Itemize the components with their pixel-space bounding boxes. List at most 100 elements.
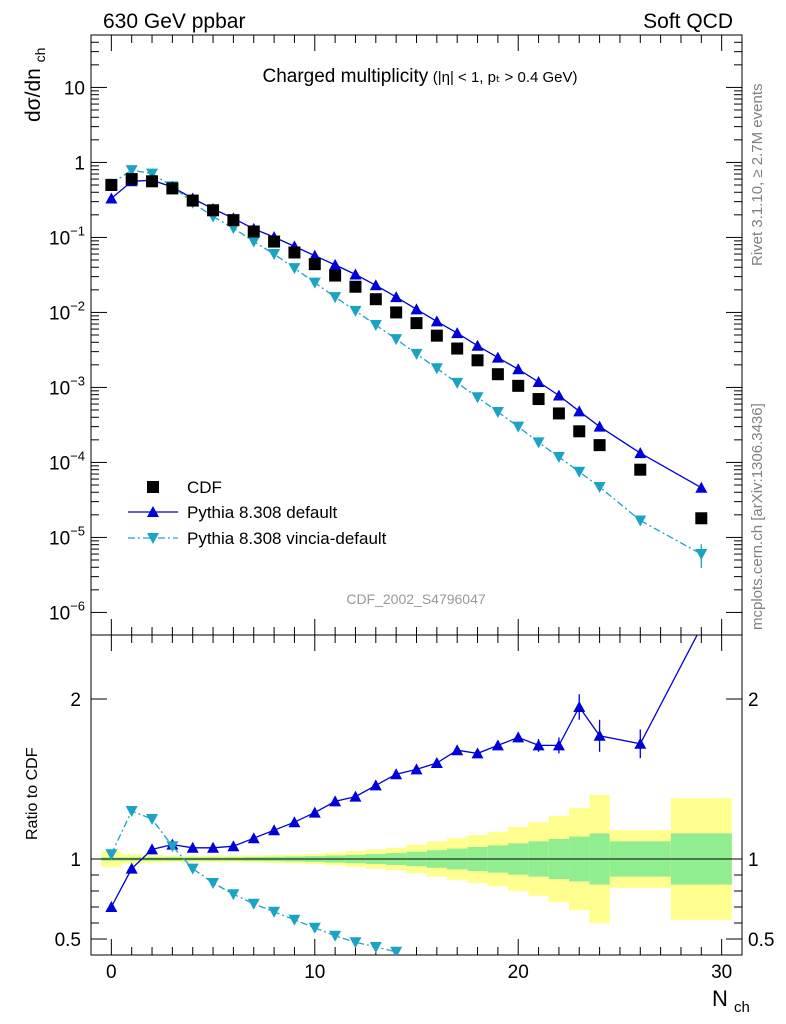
data-point-pythia-vincia xyxy=(146,168,159,180)
data-point-pythia-default xyxy=(430,315,443,327)
data-point-pythia-vincia xyxy=(552,452,565,464)
data-point-pythia-vincia xyxy=(593,482,606,494)
data-point-pythia-vincia xyxy=(573,466,586,478)
x-axis-label-subscript: ch xyxy=(734,999,750,1016)
x-tick-label: 0 xyxy=(106,962,117,983)
y-tick-label-ratio-right: 2 xyxy=(748,690,759,711)
data-point-cdf xyxy=(491,368,504,381)
data-point-pythia-default xyxy=(552,389,565,401)
ratio-panel: 0.5 0.51 12 20 10 20 30 Ratio to CDF xyxy=(24,634,774,983)
data-point-pythia-vincia xyxy=(166,841,179,853)
data-point-pythia-default xyxy=(329,795,342,807)
data-point-pythia-vincia xyxy=(288,914,301,926)
data-point-cdf xyxy=(451,342,464,355)
data-point-pythia-default xyxy=(410,303,423,315)
data-point-pythia-vincia xyxy=(146,814,159,825)
data-point-pythia-vincia xyxy=(247,236,260,248)
data-point-pythia-default xyxy=(512,363,525,375)
data-point-cdf xyxy=(125,173,138,186)
data-point-cdf xyxy=(573,425,586,438)
data-point-pythia-default xyxy=(491,739,504,751)
legend-label: Pythia 8.308 default xyxy=(187,503,338,522)
y-tick-label-main: 10−4 xyxy=(49,448,85,474)
y-tick-label-main: 10−3 xyxy=(49,373,85,399)
data-point-pythia-default xyxy=(471,339,484,351)
data-point-pythia-vincia xyxy=(471,392,484,404)
data-point-pythia-default xyxy=(329,258,342,270)
x-axis-label-text: N xyxy=(712,986,728,1011)
data-point-pythia-default xyxy=(288,816,301,828)
data-point-pythia-default xyxy=(186,841,199,853)
data-point-cdf xyxy=(308,258,321,271)
data-point-pythia-vincia xyxy=(512,421,525,433)
data-point-pythia-vincia xyxy=(491,407,504,419)
data-point-pythia-default xyxy=(390,768,403,780)
x-axis-label: N ch xyxy=(712,986,750,1016)
data-point-pythia-vincia xyxy=(410,348,423,360)
y-tick-label-main: 10−1 xyxy=(49,223,85,249)
data-point-pythia-vincia xyxy=(227,889,240,901)
main-title: Charged multiplicity (|η| < 1, pₜ > 0.4 … xyxy=(262,66,577,87)
data-point-pythia-vincia xyxy=(125,165,138,177)
data-point-pythia-vincia xyxy=(329,930,342,942)
data-point-pythia-default xyxy=(491,351,504,363)
data-point-pythia-default xyxy=(532,739,545,751)
data-point-pythia-default xyxy=(308,249,321,261)
data-point-pythia-vincia xyxy=(308,277,321,289)
main-panel: 10−6 10−5 10−4 10−3 10−2 10−1 1 10 Charged mult… xyxy=(22,34,743,636)
y-tick-exponent: −5 xyxy=(70,523,85,538)
data-point-cdf xyxy=(146,175,159,188)
data-point-cdf xyxy=(186,194,199,207)
y-tick-label-main: 10−2 xyxy=(49,298,85,324)
analysis-id-label: CDF_2002_S4796047 xyxy=(346,591,486,607)
ratio-plot-frame xyxy=(90,634,743,956)
data-point-pythia-vincia xyxy=(349,305,362,317)
x-tick-label: 10 xyxy=(304,962,325,983)
y-tick-label-ratio-right: 0.5 xyxy=(748,930,774,951)
data-point-cdf xyxy=(430,329,443,342)
data-point-cdf xyxy=(207,204,220,217)
data-point-pythia-vincia xyxy=(247,898,260,910)
data-point-pythia-default xyxy=(268,824,281,836)
y-axis-label-main: dσ/dn ch xyxy=(22,48,48,122)
data-point-pythia-default xyxy=(227,840,240,852)
data-point-cdf xyxy=(329,269,342,282)
data-point-pythia-default xyxy=(369,779,382,791)
data-point-pythia-vincia xyxy=(186,863,199,875)
data-point-pythia-default xyxy=(349,268,362,280)
data-point-cdf xyxy=(369,293,382,306)
data-point-cdf xyxy=(166,182,179,195)
main-title-text: Charged multiplicity xyxy=(262,66,428,87)
data-point-cdf xyxy=(227,214,240,227)
y-axis-label-main-text: dσ/dn xyxy=(22,68,45,122)
data-point-cdf xyxy=(410,317,423,330)
y-tick-label-main: 1 xyxy=(74,153,85,174)
data-point-pythia-default xyxy=(207,841,220,853)
data-point-pythia-vincia xyxy=(329,292,342,304)
side-label-bottom: mcplots.cern.ch [arXiv:1306.3436] xyxy=(749,403,766,630)
data-point-cdf xyxy=(512,379,525,392)
data-point-pythia-default xyxy=(552,739,565,751)
header-left-label: 630 GeV ppbar xyxy=(103,10,245,33)
data-point-pythia-default xyxy=(573,701,586,712)
ratio-axes: 0.5 0.51 12 20 10 20 30 xyxy=(55,635,774,983)
y-tick-label-main: 10 xyxy=(64,78,85,99)
data-point-pythia-default xyxy=(410,763,423,775)
data-point-pythia-default xyxy=(105,192,118,204)
data-point-pythia-default xyxy=(634,737,647,749)
data-point-cdf xyxy=(105,179,118,191)
y-tick-label-main: 10−6 xyxy=(49,598,85,624)
legend-label: Pythia 8.308 vincia-default xyxy=(187,529,387,548)
data-point-cdf xyxy=(349,280,362,293)
series-line-pythia-default xyxy=(110,179,702,489)
data-point-pythia-vincia xyxy=(532,437,545,449)
data-point-pythia-default xyxy=(430,757,443,768)
legend-label: CDF xyxy=(187,478,222,497)
legend: CDF Pythia 8.308 default Pythia 8.308 vinc… xyxy=(128,478,387,548)
data-point-pythia-vincia xyxy=(268,906,281,918)
data-point-pythia-default xyxy=(147,506,159,517)
y-axis-label-main-subscript: ch xyxy=(32,48,48,63)
ratio-series xyxy=(105,635,698,955)
data-point-pythia-default xyxy=(593,420,606,432)
